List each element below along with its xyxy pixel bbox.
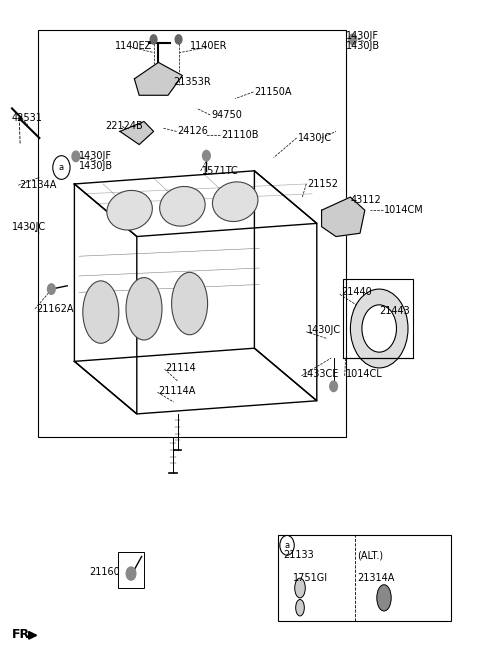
Text: 1140EZ: 1140EZ: [115, 41, 153, 51]
Bar: [343, 279, 413, 358]
Text: 43112: 43112: [350, 195, 381, 206]
Text: 1571TC: 1571TC: [202, 166, 239, 176]
Circle shape: [203, 150, 210, 161]
Text: FR.: FR.: [12, 627, 35, 641]
Text: 1430JC: 1430JC: [307, 325, 341, 336]
Ellipse shape: [172, 273, 208, 335]
Text: 21353R: 21353R: [173, 77, 211, 87]
Text: 1430JB: 1430JB: [79, 160, 113, 171]
Text: 21114A: 21114A: [158, 386, 196, 396]
Ellipse shape: [126, 277, 162, 340]
Circle shape: [126, 567, 136, 580]
Text: a: a: [59, 163, 64, 172]
Circle shape: [175, 35, 182, 44]
Text: 21114: 21114: [166, 363, 196, 373]
Bar: [278, 535, 451, 621]
Ellipse shape: [213, 182, 258, 221]
Text: 24126: 24126: [178, 126, 208, 137]
Text: 21152: 21152: [307, 179, 338, 189]
Text: 21162A: 21162A: [36, 304, 73, 314]
Text: 1430JB: 1430JB: [346, 41, 380, 51]
Polygon shape: [134, 62, 182, 95]
Circle shape: [150, 35, 157, 44]
Text: 22124B: 22124B: [106, 121, 144, 131]
Circle shape: [349, 34, 357, 45]
Polygon shape: [120, 122, 154, 145]
Bar: [118, 552, 144, 588]
Circle shape: [72, 151, 80, 162]
Text: 21314A: 21314A: [358, 573, 395, 583]
Text: 21440: 21440: [341, 287, 372, 298]
Ellipse shape: [362, 305, 396, 352]
Ellipse shape: [160, 187, 205, 226]
Text: 21150A: 21150A: [254, 87, 292, 97]
Text: 1430JF: 1430JF: [346, 31, 379, 41]
Circle shape: [48, 284, 55, 294]
Text: 1751GI: 1751GI: [293, 573, 328, 583]
Text: a: a: [285, 541, 289, 550]
Text: 1014CL: 1014CL: [346, 369, 383, 380]
Ellipse shape: [296, 599, 304, 616]
Text: 21133: 21133: [283, 550, 314, 560]
Ellipse shape: [83, 281, 119, 343]
Text: 1430JC: 1430JC: [298, 133, 332, 143]
Text: 1430JF: 1430JF: [79, 150, 112, 161]
Text: 42531: 42531: [12, 113, 43, 124]
Ellipse shape: [350, 289, 408, 368]
Text: (ALT.): (ALT.): [358, 550, 384, 560]
Circle shape: [53, 156, 70, 179]
Text: 1433CE: 1433CE: [302, 369, 340, 380]
Text: 21110B: 21110B: [221, 129, 258, 140]
Text: 1014CM: 1014CM: [384, 205, 424, 215]
Text: 21160: 21160: [89, 566, 120, 577]
Text: 21134A: 21134A: [19, 180, 57, 191]
Bar: [38, 30, 346, 437]
Polygon shape: [26, 631, 39, 640]
Ellipse shape: [295, 578, 305, 598]
Circle shape: [280, 535, 294, 555]
Text: 94750: 94750: [211, 110, 242, 120]
Polygon shape: [322, 197, 365, 237]
Text: 1430JC: 1430JC: [12, 221, 46, 232]
Circle shape: [330, 381, 337, 392]
Ellipse shape: [377, 585, 391, 611]
Text: 1140ER: 1140ER: [190, 41, 227, 51]
Text: 21443: 21443: [379, 306, 410, 316]
Ellipse shape: [107, 191, 152, 230]
